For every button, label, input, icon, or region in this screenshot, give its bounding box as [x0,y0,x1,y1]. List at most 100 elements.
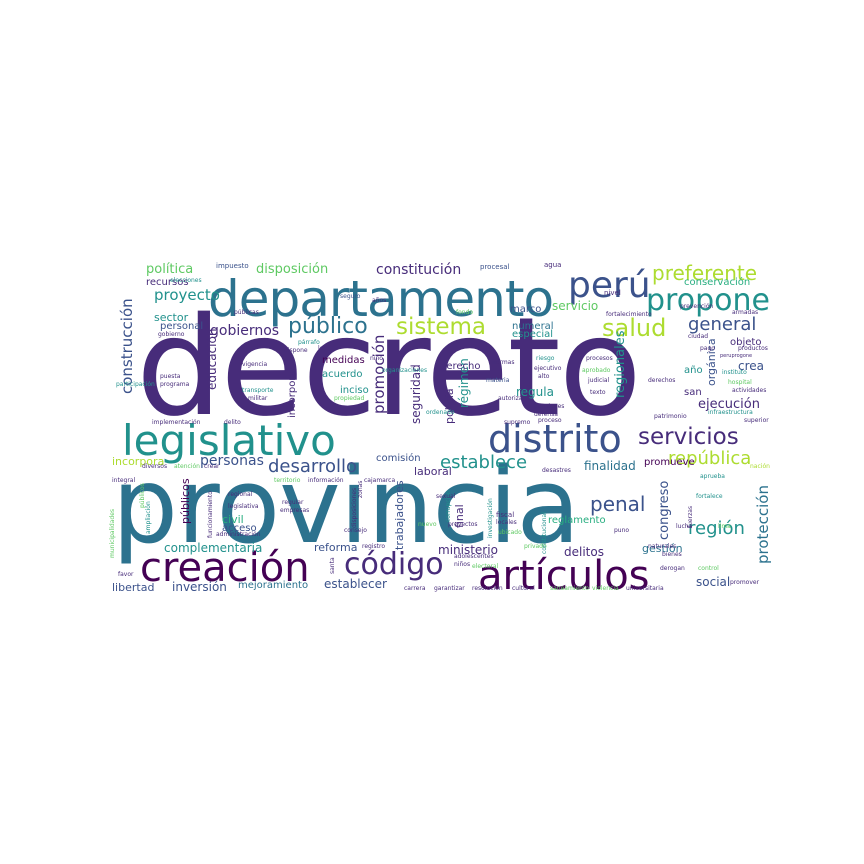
word: garantizar [434,585,465,592]
word: procesos [586,355,613,362]
word: decreto [136,289,642,447]
word: regionales [613,330,628,398]
word: nación [750,463,770,470]
word: públicos [139,483,146,508]
word: naturales [648,543,677,550]
word: gobiernos [210,323,280,339]
word: social [696,575,731,589]
word: participación [116,381,155,388]
word: policía [443,388,456,424]
word: salud [602,314,667,342]
word: provincia [112,445,580,567]
word: públicos [179,478,192,524]
word: numeral [512,321,554,332]
word: niños [454,561,471,568]
word: universitaria [626,585,664,592]
word: patrimonio [654,413,687,420]
word: infraestructura [708,409,753,416]
word: marco [510,304,542,315]
word: educación [205,328,219,390]
word: promueve [644,457,695,468]
word: especial [512,329,554,340]
word: ministerio [438,543,498,557]
word: puno [614,527,630,534]
word: actividades [732,387,767,394]
word: desarrollo [268,456,358,477]
word: procesal [480,263,510,271]
word: locales [496,519,517,526]
word: transporte [242,387,274,394]
word: servicios [638,424,739,450]
word: derechos [648,377,676,384]
word: promoción [370,334,388,414]
word: desastres [542,467,571,474]
word: funcionamiento [207,491,214,538]
word: legislativo [122,416,336,465]
word: diversos [142,463,168,470]
word: violencia [592,585,619,592]
word: nivel [604,289,621,297]
word: prevención [680,303,714,310]
word: investigación [487,498,494,538]
word: control [698,565,719,572]
word: regula [516,385,554,399]
word-cloud: decreto provincia departamento legislati… [108,258,773,598]
word: hospital [728,379,752,386]
word: privado [524,543,547,550]
word: normas [492,359,515,366]
word: pensiones [534,403,565,410]
word: propone [646,283,770,318]
word: armadas [732,309,759,316]
word: servicio [552,299,599,313]
word: pago [700,345,715,352]
word: ejecución [698,397,760,412]
word: vigencia [242,361,268,368]
word: complementaria [164,541,263,555]
word: civil [222,513,244,526]
word: constitucional [541,512,548,554]
word: distrito [488,417,622,461]
word: registro [362,543,385,550]
word: promover [730,579,760,586]
word: proyecto [154,286,220,304]
word: congreso [657,480,672,540]
word: constitución [376,262,462,278]
word: administración [216,531,261,538]
word: disposición [256,262,329,277]
word: establece [440,452,528,473]
word: preferente [652,261,758,285]
word: productos [738,345,768,352]
word: incorporar [287,366,298,418]
word: texto [590,389,606,396]
word: aprobado [582,367,611,374]
word: favor [118,571,134,578]
word: dispone [284,347,308,354]
word: acuerdo [322,369,363,380]
word: lucha [676,523,693,530]
word: protección [754,485,772,564]
word: sexual [436,493,456,500]
word: finalidad [584,459,636,473]
word: cajamarca [364,477,396,484]
word: conservación [684,277,751,288]
word: legislativa [228,503,259,510]
word: código [344,547,444,582]
word: creación [140,545,310,591]
word: proceso [538,417,562,424]
word: lima [718,523,731,530]
word: información [308,477,344,484]
word: municipalidades [109,508,116,558]
word: artículos [478,553,650,598]
word: propiedad [334,395,365,402]
word: inciso [340,385,369,396]
word: fondo [456,309,474,316]
word: fortalecimiento [606,311,652,318]
word: aprueba [700,473,725,480]
word: integral [112,477,136,484]
word: materia [486,377,510,384]
word: párrafo [298,339,320,346]
word: público [288,314,368,339]
word: electoral [472,563,499,570]
word: proyectos [448,521,478,528]
word: comisión [376,453,421,464]
